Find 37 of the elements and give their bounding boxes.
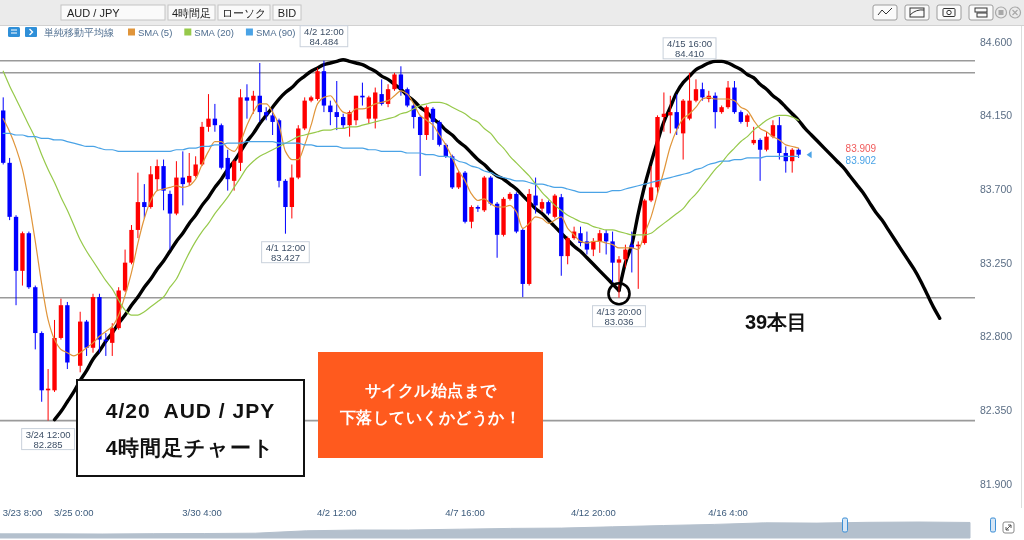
x-tick-label: 4/2 12:00 [316,506,357,518]
y-tick-label: 82.800 [980,330,1013,343]
y-tick-label: 84.600 [980,35,1013,48]
annotation: 4/13 20:00 83.036 [596,305,642,327]
callout: 4/13 20:00 83.036 [592,281,646,328]
annotation: 83.902 [845,155,877,167]
legend-label: SMA (20) [194,26,234,38]
callout: 4/1 12:00 83.427 [261,241,310,264]
x-tick-label: 3/23 8:00 [2,506,43,518]
callout: 3/24 12:00 82.285 [21,428,76,451]
text: ローソク [222,6,266,19]
annotation: 4/15 16:00 84.410 [667,37,713,59]
legend-label: SMA (90) [255,26,296,38]
x-tick-label: 3/25 0:00 [53,506,94,518]
y-tick-label: 81.900 [980,477,1013,490]
y-tick-label: 83.700 [980,183,1013,196]
x-tick-label: 4/7 16:00 [445,506,485,518]
annotation: 4/2 12:00 84.484 [304,25,344,47]
text: AUD / JPY [67,6,121,19]
text: BID [277,6,297,19]
callout: 4/15 16:00 84.410 [662,37,717,60]
annotation: 39本目 [745,311,808,333]
legend-title: 単純移動平均線 [44,26,114,38]
y-tick-label: 84.150 [980,109,1013,122]
y-tick-label: 83.250 [980,256,1013,269]
legend-label: SMA (5) [138,26,173,38]
x-tick-label: 4/16 4:00 [708,506,748,518]
y-tick-label: 82.350 [980,403,1013,416]
x-tick-label: 4/12 20:00 [570,506,616,518]
text: 4時間足 [171,6,212,19]
annotation: 3/24 12:00 82.285 [25,428,71,450]
x-tick-label: 3/30 4:00 [182,506,222,518]
callout: 4/2 12:00 84.484 [299,25,349,48]
annotation: 4/20 AUD / JPY 4時間足チャート [105,398,276,458]
annotation: 下落していくかどうか！ [338,408,522,427]
annotation: 83.909 [845,143,877,155]
annotation: サイクル始点まで [364,381,497,400]
